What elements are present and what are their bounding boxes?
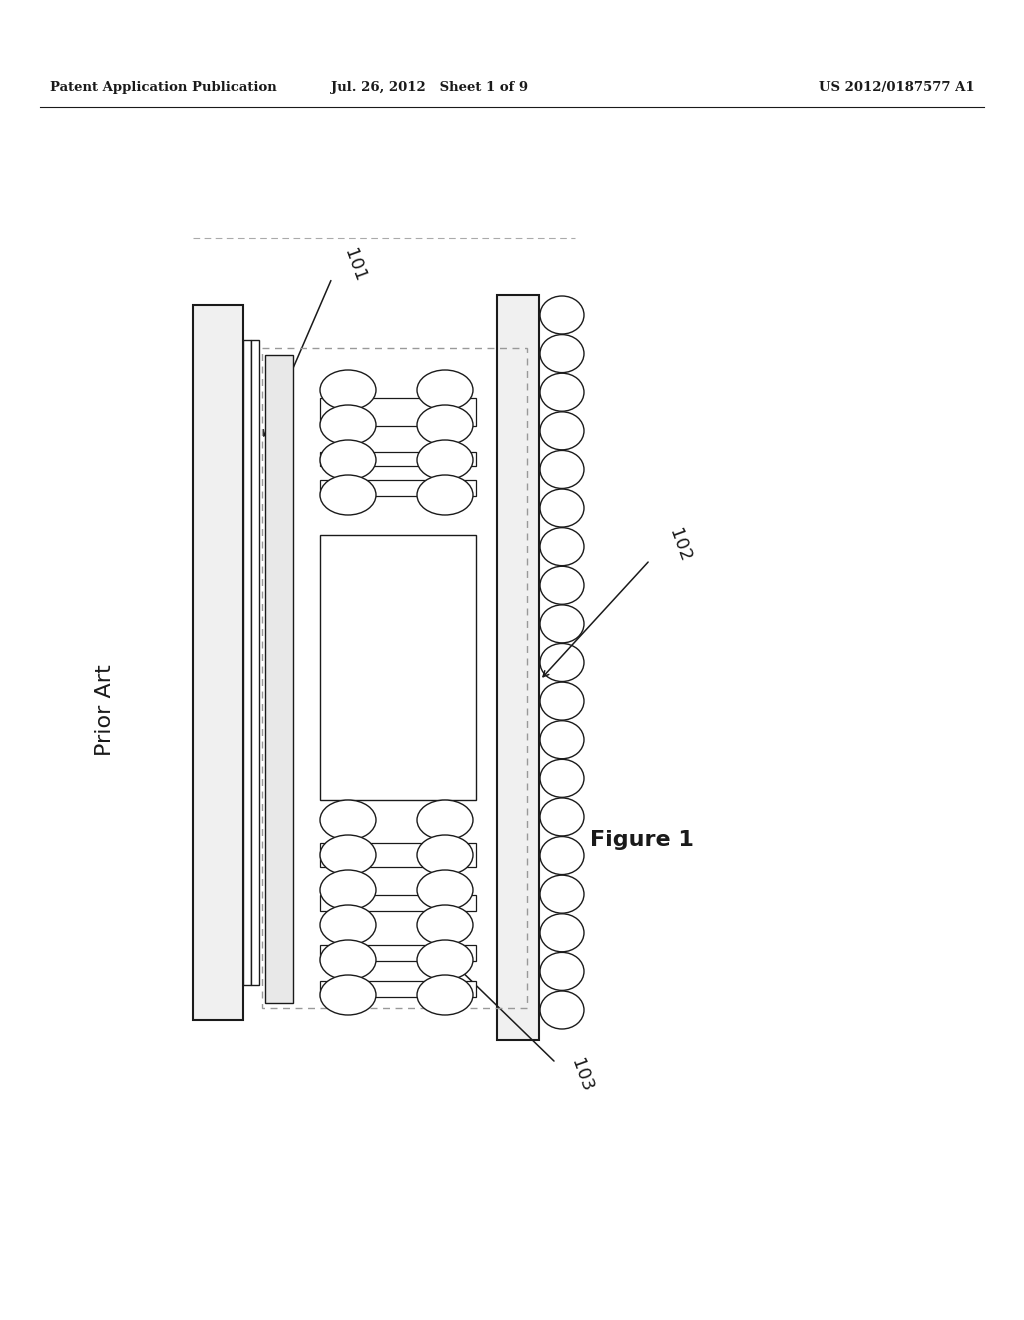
Bar [319,451,476,466]
Ellipse shape [319,870,376,909]
Bar [251,341,259,985]
Ellipse shape [540,991,584,1030]
Bar [319,895,476,911]
Ellipse shape [417,475,473,515]
Bar [265,355,293,1003]
Ellipse shape [540,953,584,990]
Ellipse shape [540,759,584,797]
Bar [262,348,527,1008]
Text: Patent Application Publication: Patent Application Publication [50,81,276,94]
Ellipse shape [417,440,473,480]
Ellipse shape [319,370,376,411]
Ellipse shape [417,940,473,979]
Bar [243,341,251,985]
Ellipse shape [540,488,584,527]
Ellipse shape [540,799,584,836]
Text: Jul. 26, 2012   Sheet 1 of 9: Jul. 26, 2012 Sheet 1 of 9 [332,81,528,94]
Ellipse shape [540,450,584,488]
Ellipse shape [319,475,376,515]
Ellipse shape [540,528,584,566]
Bar [319,945,476,961]
Ellipse shape [417,800,473,840]
Bar [319,480,476,496]
Ellipse shape [319,440,376,480]
Ellipse shape [540,721,584,759]
Ellipse shape [540,913,584,952]
Ellipse shape [417,370,473,411]
Ellipse shape [319,940,376,979]
Bar [193,305,243,1020]
Ellipse shape [417,906,473,945]
Text: 102: 102 [665,525,693,564]
Ellipse shape [319,405,376,445]
Bar [319,981,476,997]
Ellipse shape [319,836,376,875]
Ellipse shape [319,906,376,945]
Ellipse shape [540,605,584,643]
Ellipse shape [540,566,584,605]
Text: 103: 103 [567,1056,596,1094]
Text: Prior Art: Prior Art [95,664,115,756]
Text: 101: 101 [340,246,369,284]
Ellipse shape [417,870,473,909]
Ellipse shape [540,837,584,875]
Ellipse shape [540,644,584,681]
Ellipse shape [540,374,584,412]
Bar [497,294,539,1040]
Ellipse shape [540,412,584,450]
Ellipse shape [417,836,473,875]
Ellipse shape [540,334,584,372]
Bar [319,399,476,426]
Ellipse shape [417,405,473,445]
Ellipse shape [540,682,584,721]
Ellipse shape [319,975,376,1015]
Ellipse shape [319,800,376,840]
Ellipse shape [540,875,584,913]
Ellipse shape [540,296,584,334]
Text: Figure 1: Figure 1 [590,830,694,850]
Ellipse shape [417,975,473,1015]
Text: US 2012/0187577 A1: US 2012/0187577 A1 [819,81,975,94]
Bar [319,535,476,800]
Bar [319,843,476,867]
